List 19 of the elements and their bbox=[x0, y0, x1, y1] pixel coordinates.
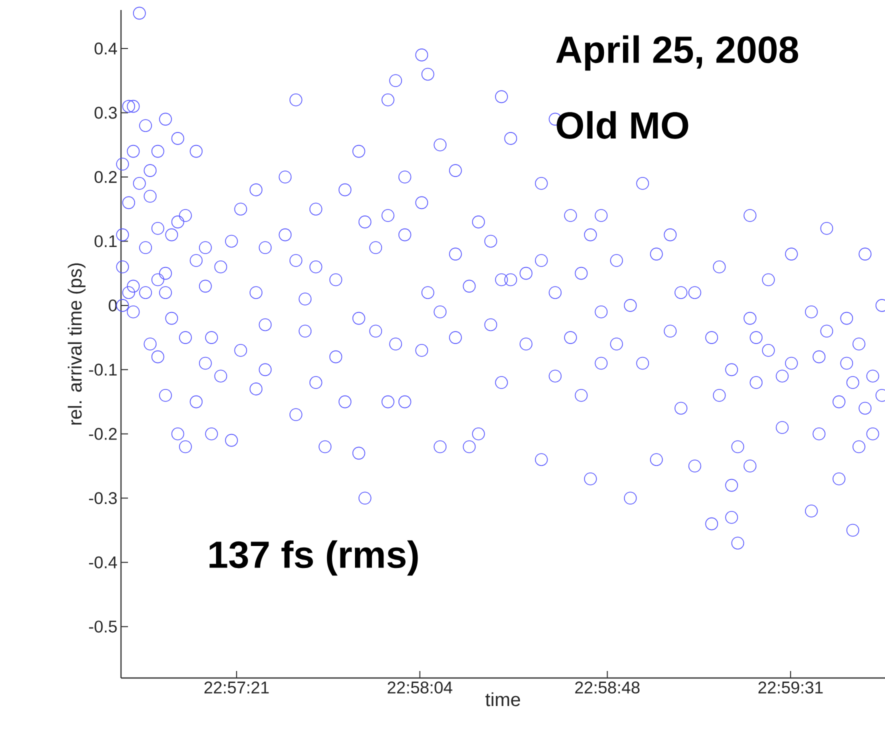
y-tick-label: 0.4 bbox=[94, 42, 117, 55]
y-tick-label: -0.2 bbox=[89, 428, 117, 440]
x-tick-label: 22:58:04 bbox=[388, 682, 452, 694]
annotation: April 25, 2008 bbox=[556, 35, 798, 71]
annotation: 137 fs (rms) bbox=[210, 540, 418, 576]
x-tick-label: 22:57:21 bbox=[204, 682, 269, 694]
y-tick-label: -0.3 bbox=[89, 492, 117, 504]
y-tick-label: 0 bbox=[108, 299, 117, 312]
y-tick-label: -0.1 bbox=[89, 364, 117, 376]
x-tick-label: 22:58:48 bbox=[575, 682, 640, 694]
y-tick-label: -0.4 bbox=[89, 556, 117, 568]
y-tick-label: 0.1 bbox=[94, 235, 117, 248]
annotation: Old MO bbox=[556, 111, 688, 139]
x-axis-title: time bbox=[485, 692, 520, 706]
y-tick-label: -0.5 bbox=[89, 620, 117, 633]
x-tick-label: 22:59:31 bbox=[758, 682, 823, 694]
y-axis-title: rel. arrival time (ps) bbox=[68, 263, 86, 425]
y-tick-label: 0.3 bbox=[94, 106, 117, 119]
y-tick-label: 0.2 bbox=[94, 170, 117, 183]
